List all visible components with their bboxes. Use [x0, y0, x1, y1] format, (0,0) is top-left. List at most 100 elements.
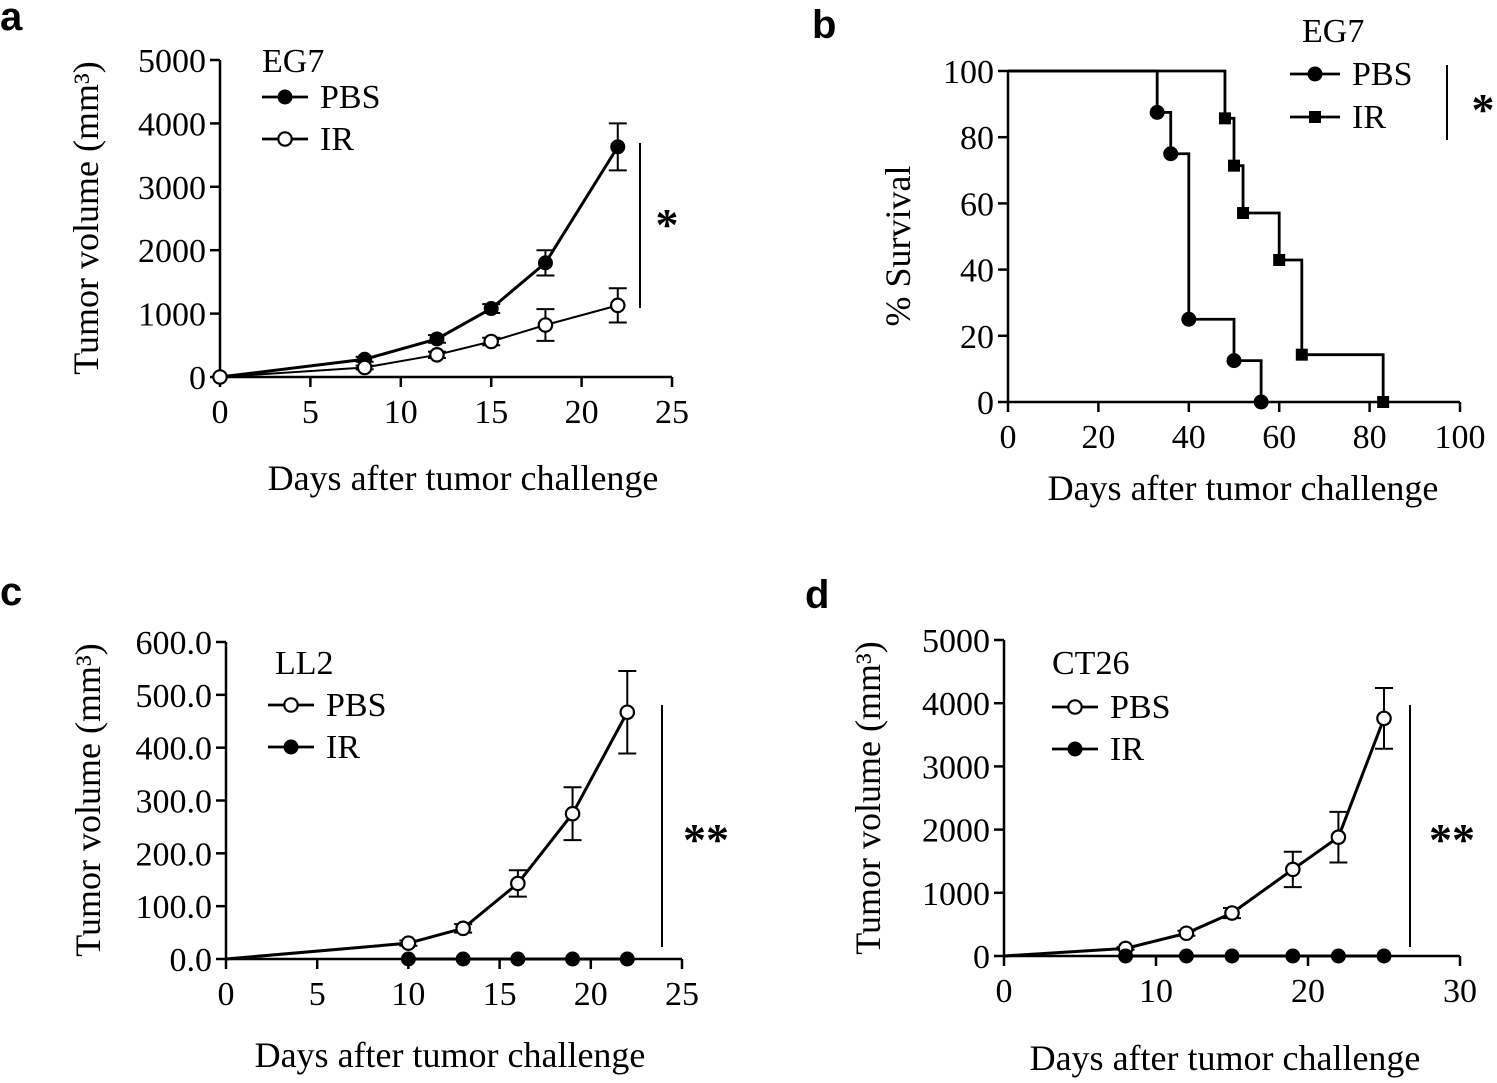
data-point-c — [455, 920, 471, 937]
data-point-d — [1178, 925, 1195, 942]
data-point-d — [1330, 948, 1346, 964]
legend-marker-b — [1309, 111, 1321, 123]
data-point-b — [1218, 112, 1231, 125]
data-point-b — [1295, 348, 1308, 361]
series-d-ir — [1118, 948, 1392, 964]
data-point-c — [619, 704, 636, 721]
series-line-a — [219, 146, 620, 379]
x-tick-label-b: 20 — [1081, 419, 1115, 456]
x-tick-label-b: 60 — [1262, 419, 1296, 456]
y-tick-label-a: 2000 — [138, 233, 206, 270]
x-tick-label-a: 15 — [474, 394, 508, 431]
data-point-a — [537, 317, 554, 333]
data-point-a — [356, 359, 373, 376]
legend-label-c: PBS — [326, 687, 387, 724]
x-tick-label-c: 5 — [309, 976, 326, 1013]
y-tick-label-d: 3000 — [922, 749, 990, 786]
x-axis-label-b: Days after tumor challenge — [1048, 468, 1439, 508]
data-point-c — [400, 951, 416, 967]
series-line-a — [219, 304, 619, 378]
legend-marker-c — [283, 739, 299, 755]
chart-title-a: EG7 — [262, 43, 324, 80]
significance-stars-c: ** — [683, 814, 729, 865]
legend-entry-d-pbs: PBS — [1052, 689, 1171, 726]
data-point-b — [1273, 254, 1286, 267]
series-c-pbs — [225, 670, 637, 961]
data-point-b — [1181, 311, 1197, 327]
legend-entry-b-ir: IR — [1290, 99, 1386, 136]
x-tick-label-d: 30 — [1443, 973, 1477, 1010]
data-point-c — [619, 951, 635, 967]
x-tick-label-c: 10 — [391, 976, 425, 1013]
y-tick-label-a: 0 — [189, 360, 206, 397]
legend-label-a: PBS — [320, 79, 381, 116]
data-point-a — [483, 301, 499, 317]
survival-line-b — [1008, 69, 1263, 402]
series-a-ir — [212, 287, 627, 385]
legend-marker-b — [1307, 66, 1323, 82]
data-point-c — [564, 805, 581, 822]
x-tick-label-a: 20 — [565, 394, 599, 431]
data-point-c — [400, 935, 417, 951]
chart-c: 0 5 10 15 20 25 0.0 100.0 200.0 300.0 400.0 500.0 60… — [68, 625, 729, 1075]
y-tick-label-d: 1000 — [922, 876, 990, 913]
data-point-b — [1377, 396, 1390, 408]
chart-d: 0 10 20 30 0 1000 2000 3000 4000 5000 Days after t… — [848, 623, 1477, 1078]
y-tick-label-b: 0 — [977, 385, 994, 422]
survival-line-b — [1008, 69, 1385, 402]
data-point-b — [1149, 104, 1165, 120]
data-point-c — [510, 951, 526, 967]
legend-entry-d-ir: IR — [1052, 731, 1144, 768]
legend-label-b: PBS — [1352, 56, 1413, 93]
series-a-pbs — [212, 122, 627, 385]
data-point-b — [1228, 159, 1240, 172]
y-tick-label-b: 40 — [960, 253, 994, 290]
series-line-d — [1003, 717, 1386, 958]
x-tick-label-a: 0 — [212, 394, 229, 431]
chart-a: 0 5 10 15 20 25 0 1000 2000 3000 4000 5000 Days afte… — [66, 43, 689, 498]
data-point-a — [429, 347, 445, 363]
x-tick-label-a: 10 — [384, 394, 418, 431]
x-tick-label-d: 10 — [1139, 973, 1173, 1010]
x-tick-label-c: 20 — [574, 976, 608, 1013]
series-line-c — [225, 711, 629, 961]
data-point-b — [1253, 394, 1269, 410]
y-tick-label-a: 3000 — [138, 170, 206, 207]
x-axis-label-d: Days after tumor challenge — [1030, 1038, 1421, 1078]
chart-title-d: CT26 — [1052, 645, 1129, 682]
y-tick-label-b: 80 — [960, 120, 994, 157]
x-tick-label-b: 0 — [1000, 419, 1017, 456]
y-tick-label-b: 20 — [960, 319, 994, 356]
y-tick-label-c: 300.0 — [136, 784, 213, 821]
data-point-c — [510, 875, 526, 892]
significance-stars-a: * — [656, 199, 679, 250]
legend-marker-c — [283, 697, 299, 713]
panel-label-c: c — [0, 570, 22, 614]
legend-entry-a-ir: IR — [262, 121, 354, 158]
x-tick-label-c: 25 — [665, 976, 699, 1013]
data-point-d — [1285, 948, 1301, 964]
data-point-a — [212, 369, 228, 385]
legend-label-b: IR — [1352, 99, 1386, 136]
series-d-pbs — [1003, 687, 1393, 958]
data-point-d — [1224, 905, 1240, 921]
y-tick-label-b: 100 — [943, 54, 994, 91]
data-point-d — [1285, 861, 1301, 878]
series-c-ir — [400, 951, 635, 967]
data-point-b — [1226, 353, 1242, 369]
data-point-a — [537, 255, 553, 271]
y-axis-label-a: Tumor volume (mm³) — [66, 61, 106, 374]
panel-label-d: d — [805, 573, 829, 617]
data-point-d — [1376, 710, 1392, 727]
y-tick-label-a: 4000 — [138, 106, 206, 143]
significance-stars-d: ** — [1429, 814, 1475, 865]
data-point-c — [455, 951, 471, 967]
data-point-a — [483, 333, 499, 350]
x-tick-label-c: 15 — [483, 976, 517, 1013]
data-point-b — [1237, 206, 1250, 219]
data-point-a — [609, 297, 626, 314]
y-tick-label-a: 1000 — [138, 297, 206, 334]
x-tick-label-b: 40 — [1172, 419, 1206, 456]
x-axis-label-c: Days after tumor challenge — [255, 1035, 646, 1075]
